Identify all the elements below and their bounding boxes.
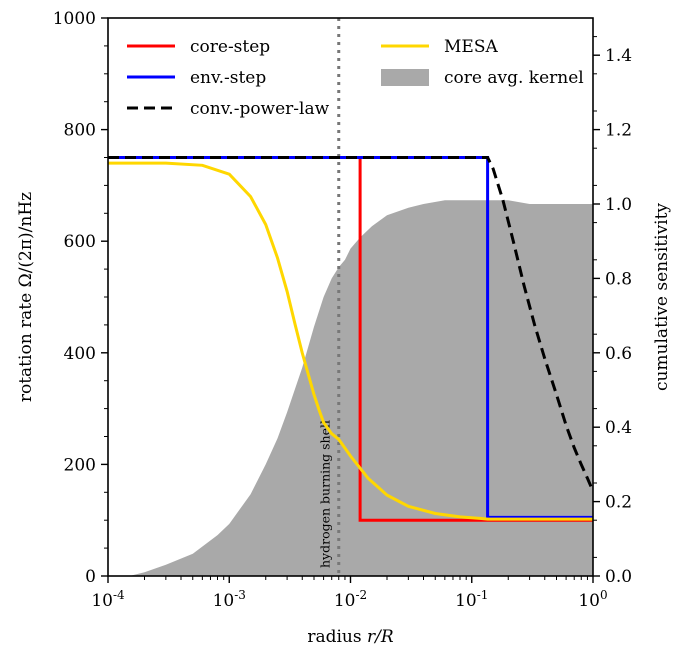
y2-tick-label: 1.2 bbox=[605, 121, 632, 141]
y2-tick-label: 1.4 bbox=[605, 46, 632, 66]
x-tick-label: 100 bbox=[578, 588, 607, 611]
y-tick-label: 800 bbox=[64, 121, 96, 141]
series-conv-power-law bbox=[108, 156, 595, 492]
x-tick-label: 10-4 bbox=[91, 588, 125, 611]
y2-tick-label: 0.4 bbox=[605, 418, 632, 438]
y-tick-label: 0 bbox=[85, 567, 96, 587]
y-tick-label: 200 bbox=[64, 455, 96, 475]
y2-tick-label: 0.6 bbox=[605, 344, 632, 364]
y2-axis-label: cumulative sensitivity bbox=[652, 203, 672, 391]
x-tick-label: 10-1 bbox=[455, 588, 488, 611]
x-tick-label: 10-3 bbox=[213, 588, 246, 611]
legend: core-step MESA env.-step core avg. kernel co… bbox=[127, 37, 584, 119]
y-tick-label: 600 bbox=[64, 232, 96, 252]
legend-label-mesa: MESA bbox=[444, 37, 498, 57]
legend-label-core-step: core-step bbox=[190, 37, 270, 57]
y2-tick-label: 0.0 bbox=[605, 567, 632, 587]
x-axis-label: radius r/R bbox=[307, 627, 394, 647]
y-tick-label: 1000 bbox=[53, 9, 96, 29]
x-tick-label: 10-2 bbox=[334, 588, 367, 611]
legend-label-conv-power-law: conv.-power-law bbox=[190, 99, 330, 119]
axis-labels: radius r/R rotation rate Ω/(2π)/nHz cumu… bbox=[16, 192, 672, 647]
series-lines-layer bbox=[108, 156, 595, 522]
tick-layer: 10-4 10-3 10-2 10-1 100020040060080010000.00… bbox=[53, 9, 632, 611]
legend-label-env-step: env.-step bbox=[190, 68, 266, 88]
y2-tick-label: 1.0 bbox=[605, 195, 632, 215]
series-mesa bbox=[108, 161, 593, 521]
legend-swatch-core-avg-kernel bbox=[381, 69, 429, 86]
y2-tick-label: 0.2 bbox=[605, 493, 632, 513]
legend-label-core-avg-kernel: core avg. kernel bbox=[444, 68, 584, 88]
y-axis-label: rotation rate Ω/(2π)/nHz bbox=[16, 192, 36, 402]
series-core-avg-kernel bbox=[108, 200, 593, 577]
kernel-area-layer bbox=[108, 200, 593, 577]
hydrogen-shell-label: hydrogen burning shell bbox=[318, 420, 333, 568]
y2-tick-label: 0.8 bbox=[605, 269, 632, 289]
annotation-layer: hydrogen burning shell bbox=[318, 18, 341, 576]
y-tick-label: 400 bbox=[64, 344, 96, 364]
